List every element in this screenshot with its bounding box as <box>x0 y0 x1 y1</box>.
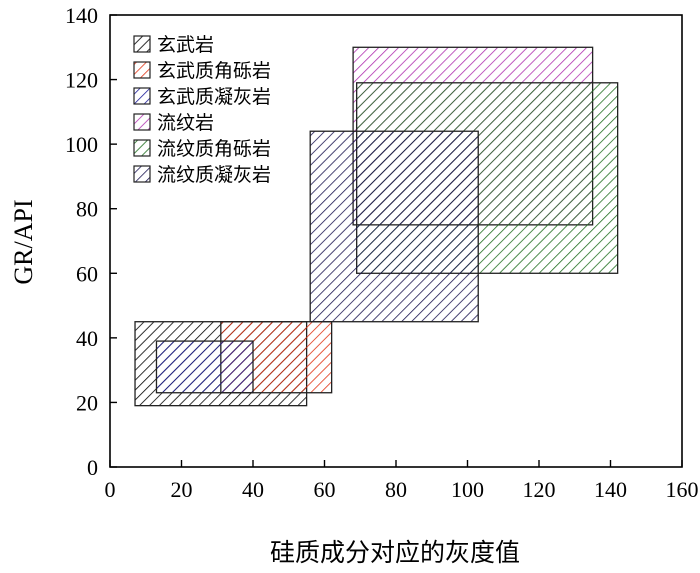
legend-swatch-1 <box>133 35 151 53</box>
legend-label-1: 玄武岩 <box>157 34 214 56</box>
x-tick-label: 0 <box>105 477 116 502</box>
x-axis-title: 硅质成分对应的灰度值 <box>270 538 520 567</box>
y-tick-label: 100 <box>65 132 98 157</box>
legend-swatch-5 <box>133 139 151 157</box>
legend-label-4: 流纹岩 <box>157 112 214 134</box>
y-tick-label: 80 <box>76 197 98 222</box>
x-tick-label: 120 <box>523 477 556 502</box>
range-boxes <box>134 46 619 407</box>
legend-label-5: 流纹质角砾岩 <box>157 138 271 160</box>
x-tick-label: 140 <box>594 477 627 502</box>
legend-label-6: 流纹质凝灰岩 <box>157 164 271 186</box>
tick-labels: 0 20 40 60 80 100 120 140 160 0 20 40 60 80 100 120 140 <box>65 3 699 502</box>
y-tick-label: 20 <box>76 390 98 415</box>
y-tick-label: 140 <box>65 3 98 28</box>
legend-swatch-6 <box>133 165 151 183</box>
legend-swatch-3 <box>133 87 151 105</box>
y-tick-label: 120 <box>65 68 98 93</box>
y-tick-label: 60 <box>76 261 98 286</box>
legend-label-2: 玄武质角砾岩 <box>157 60 271 82</box>
x-tick-label: 160 <box>666 477 699 502</box>
y-tick-label: 40 <box>76 326 98 351</box>
legend-swatch-4 <box>133 113 151 131</box>
x-tick-label: 40 <box>242 477 264 502</box>
legend-swatch-2 <box>133 61 151 79</box>
range-box-6 <box>309 130 479 323</box>
x-tick-label: 20 <box>171 477 193 502</box>
x-tick-label: 100 <box>451 477 484 502</box>
y-tick-label: 0 <box>87 455 98 480</box>
y-axis-title: GR/API <box>9 199 38 284</box>
range-box-3 <box>155 340 254 394</box>
x-tick-label: 60 <box>314 477 336 502</box>
axes <box>109 14 683 468</box>
legend-label-3: 玄武质凝灰岩 <box>157 86 271 108</box>
x-tick-label: 80 <box>385 477 407 502</box>
